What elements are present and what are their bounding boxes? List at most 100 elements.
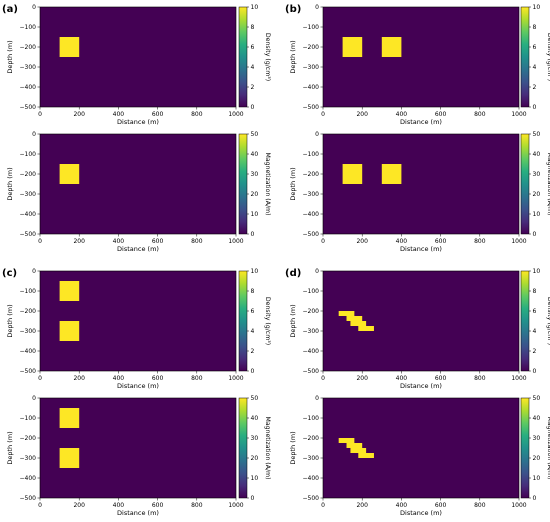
colorbar-tick-label: 0: [533, 104, 537, 111]
x-tick-label: 0: [321, 111, 325, 118]
x-tick-label: 800: [474, 111, 486, 118]
x-tick-label: 200: [73, 111, 85, 118]
x-tick-label: 1000: [228, 375, 243, 382]
y-tick-label: −100: [20, 415, 37, 422]
x-axis-label: Distance (m): [117, 509, 159, 517]
y-tick-label: −500: [20, 495, 37, 502]
x-tick-label: 800: [191, 111, 203, 118]
y-axis-label: Depth (m): [6, 40, 14, 73]
x-tick-label: 600: [152, 375, 164, 382]
colorbar: [238, 133, 248, 235]
colorbar-label: Magnetization (A/m): [546, 153, 550, 216]
y-tick-label: −200: [20, 308, 37, 315]
plot-frame: [322, 133, 520, 235]
colorbar-tick-label: 0: [533, 231, 537, 238]
y-tick-label: −400: [303, 475, 320, 482]
x-tick-label: 1000: [511, 111, 526, 118]
x-tick-label: 600: [435, 502, 447, 509]
x-tick-label: 400: [113, 502, 125, 509]
anomaly-block: [346, 316, 363, 321]
y-tick-label: −400: [20, 348, 37, 355]
y-tick-label: −400: [303, 211, 320, 218]
colorbar-tick-label: 40: [533, 151, 541, 158]
anomaly-block: [350, 448, 367, 453]
colorbar-label: Density (g/cm³): [264, 297, 271, 345]
y-tick-label: −500: [303, 368, 320, 375]
y-tick-label: −200: [20, 435, 37, 442]
y-tick-label: −300: [303, 455, 320, 462]
y-tick-label: −400: [20, 211, 37, 218]
x-tick-label: 1000: [228, 238, 243, 245]
y-tick-label: 0: [32, 395, 36, 402]
y-tick-label: −200: [303, 308, 320, 315]
anomaly-block: [59, 448, 80, 468]
x-tick-label: 800: [474, 502, 486, 509]
colorbar-tick-label: 4: [533, 64, 537, 71]
colorbar-tick-label: 4: [251, 64, 255, 71]
y-axis-label: Depth (m): [6, 431, 14, 464]
x-tick-label: 400: [396, 238, 408, 245]
colorbar-tick-label: 6: [251, 44, 255, 51]
y-tick-label: −300: [303, 191, 320, 198]
colorbar-tick-label: 2: [251, 84, 255, 91]
colorbar-tick-label: 2: [533, 84, 537, 91]
y-tick-label: 0: [32, 131, 36, 138]
x-tick-label: 200: [73, 375, 85, 382]
x-tick-label: 0: [38, 502, 42, 509]
x-tick-label: 1000: [511, 502, 526, 509]
plot-frame: [39, 270, 237, 372]
y-axis-label: Depth (m): [289, 431, 297, 464]
x-axis-label: Distance (m): [400, 118, 442, 126]
subplot-d-density: 0 200 400 600 800 1000 Distance (m) 0 −100 −200 −3…: [289, 268, 550, 390]
x-axis-label: Distance (m): [117, 382, 159, 390]
colorbar: [238, 6, 248, 108]
plot-frame: [322, 6, 520, 108]
colorbar-tick-label: 6: [533, 44, 537, 51]
x-tick-label: 1000: [511, 238, 526, 245]
x-tick-label: 600: [152, 111, 164, 118]
x-tick-label: 0: [38, 111, 42, 118]
colorbar: [520, 6, 530, 108]
panel-letter-c: (c): [2, 268, 17, 279]
colorbar-tick-label: 10: [533, 4, 541, 11]
x-tick-label: 400: [113, 238, 125, 245]
colorbar-tick-label: 10: [251, 268, 259, 275]
anomaly-block: [59, 408, 80, 428]
colorbar-tick-label: 0: [251, 231, 255, 238]
anomaly-block: [59, 281, 80, 301]
y-tick-label: 0: [32, 268, 36, 275]
colorbar-label: Density (g/cm³): [546, 297, 550, 345]
colorbar-tick-label: 4: [251, 328, 255, 335]
y-tick-label: −400: [20, 84, 37, 91]
y-tick-label: −300: [20, 328, 37, 335]
y-tick-label: −500: [20, 231, 37, 238]
y-axis-label: Depth (m): [289, 167, 297, 200]
colorbar: [520, 397, 530, 499]
y-tick-label: −500: [303, 104, 320, 111]
anomaly-block: [338, 438, 355, 443]
y-tick-label: 0: [315, 395, 319, 402]
y-tick-label: −200: [303, 44, 320, 51]
x-tick-label: 800: [191, 238, 203, 245]
colorbar-tick-label: 30: [251, 171, 259, 178]
colorbar-tick-label: 6: [533, 308, 537, 315]
y-axis-label: Depth (m): [6, 167, 14, 200]
colorbar-label: Density (g/cm³): [264, 33, 271, 81]
x-tick-label: 0: [38, 375, 42, 382]
plot-frame: [322, 270, 520, 372]
y-tick-label: −200: [20, 171, 37, 178]
colorbar-tick-label: 4: [533, 328, 537, 335]
x-tick-label: 600: [435, 111, 447, 118]
x-axis-label: Distance (m): [400, 382, 442, 390]
y-tick-label: −400: [303, 84, 320, 91]
x-tick-label: 600: [435, 375, 447, 382]
colorbar-tick-label: 0: [533, 495, 537, 502]
x-tick-label: 200: [356, 111, 368, 118]
colorbar-tick-label: 10: [533, 211, 541, 218]
x-tick-label: 1000: [228, 111, 243, 118]
y-tick-label: −100: [303, 415, 320, 422]
y-axis-label: Depth (m): [289, 304, 297, 337]
